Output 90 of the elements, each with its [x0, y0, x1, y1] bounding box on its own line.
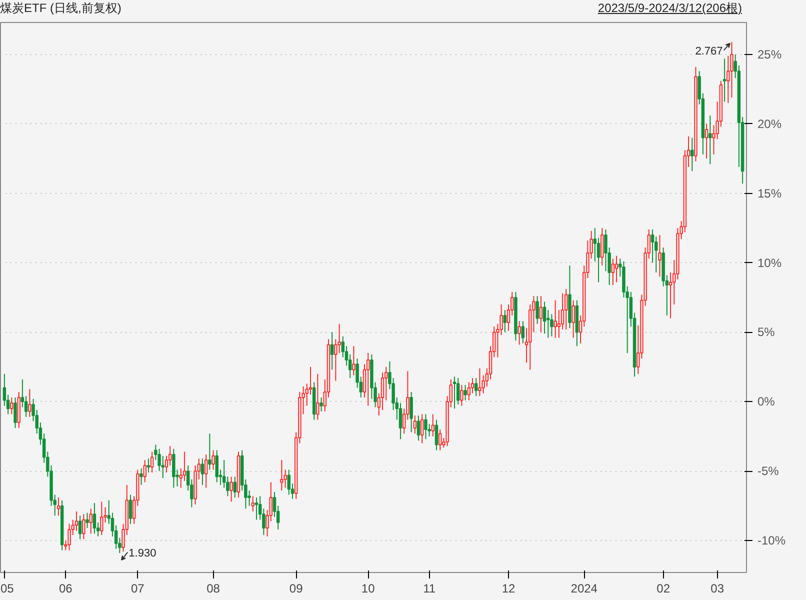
candlestick — [150, 451, 154, 473]
x-tick-label: 05 — [0, 582, 14, 596]
candlestick — [89, 508, 92, 534]
candlestick — [215, 450, 218, 483]
candlestick — [456, 378, 460, 405]
candlestick — [420, 414, 424, 444]
candlestick — [614, 255, 618, 283]
candlestick — [74, 510, 78, 532]
candlestick — [100, 501, 104, 536]
candlestick — [410, 391, 413, 433]
x-tick-label: 12 — [502, 582, 516, 596]
y-tick-label: 5% — [758, 325, 776, 340]
candlestick — [92, 502, 96, 534]
y-tick-label: 15% — [758, 186, 782, 200]
candlestick — [208, 433, 212, 470]
x-tick-label: 07 — [131, 582, 145, 596]
candlestick — [143, 460, 146, 483]
candlestick — [172, 448, 176, 488]
candlestick — [478, 368, 482, 397]
candlestick — [212, 450, 215, 470]
candlestick — [78, 515, 82, 540]
x-tick-label: 06 — [58, 582, 73, 596]
candlestick — [413, 415, 417, 434]
annotation: 1.930 — [128, 547, 156, 560]
candlestick — [564, 288, 568, 330]
chart-subtitle: 2023/5/9-2024/3/12(206根) — [598, 0, 742, 17]
candlestick — [200, 458, 204, 486]
candlestick — [431, 414, 435, 437]
x-tick-label: 03 — [710, 582, 724, 596]
candlestick — [86, 512, 89, 529]
candlestick — [708, 115, 712, 165]
candlestick — [536, 296, 539, 324]
candlestick — [233, 476, 236, 498]
candlestick — [572, 300, 575, 338]
candlestick — [416, 415, 420, 442]
candlestick — [28, 388, 32, 418]
candlestick — [503, 310, 507, 333]
x-tick-label: 02 — [656, 582, 670, 596]
candlestick — [424, 414, 428, 440]
candlestick — [56, 497, 60, 516]
candlestick — [464, 384, 467, 401]
candlestick — [452, 376, 456, 410]
x-tick-label: 09 — [289, 582, 304, 596]
candlestick — [280, 460, 284, 492]
candlestick — [230, 476, 233, 502]
candlestick — [316, 373, 320, 420]
candlestick — [550, 314, 554, 337]
y-tick-label: 20% — [758, 116, 782, 131]
candlestick — [128, 494, 132, 524]
candlestick — [251, 496, 255, 512]
y-tick-label: -5% — [758, 464, 780, 478]
candlestick — [690, 137, 694, 172]
y-tick-label: 0% — [758, 394, 776, 409]
candlestick — [438, 428, 442, 451]
y-tick-label: 10% — [758, 256, 782, 270]
candlestick — [254, 497, 258, 520]
chart-title: 煤炭ETF (日线,前复权) — [0, 0, 122, 17]
candlestick — [68, 523, 71, 551]
y-tick-label: -10% — [758, 534, 786, 548]
candlestick — [704, 123, 708, 160]
candlestick — [658, 234, 662, 278]
candlestick — [14, 397, 17, 429]
candlestick — [474, 378, 478, 397]
candlestick — [554, 300, 557, 338]
candlestick — [352, 346, 356, 376]
candlestick — [434, 419, 438, 451]
x-tick-label: 08 — [206, 582, 220, 596]
candlestick — [287, 469, 291, 496]
candlestick — [600, 228, 604, 266]
x-tick-label: 10 — [361, 582, 376, 596]
candlestick — [330, 332, 334, 370]
candlestick — [82, 514, 86, 540]
candlestick — [460, 384, 464, 406]
candlestick — [10, 397, 14, 415]
x-tick-label: 11 — [423, 582, 436, 596]
candlestick — [722, 58, 726, 102]
annotation: 2.767 — [695, 45, 723, 58]
y-tick-label: 25% — [758, 47, 782, 62]
candlestick — [521, 320, 525, 344]
candlestick — [518, 320, 521, 346]
candlestick — [542, 301, 546, 334]
candlestick — [140, 468, 143, 486]
candlestick — [467, 382, 471, 401]
candlestick — [611, 258, 615, 286]
candlestick — [320, 397, 323, 412]
candlestick — [204, 454, 208, 488]
candlestick — [539, 296, 543, 333]
candlestick — [366, 352, 370, 406]
x-tick-label: 2024 — [570, 582, 598, 596]
candlestick — [146, 458, 150, 473]
